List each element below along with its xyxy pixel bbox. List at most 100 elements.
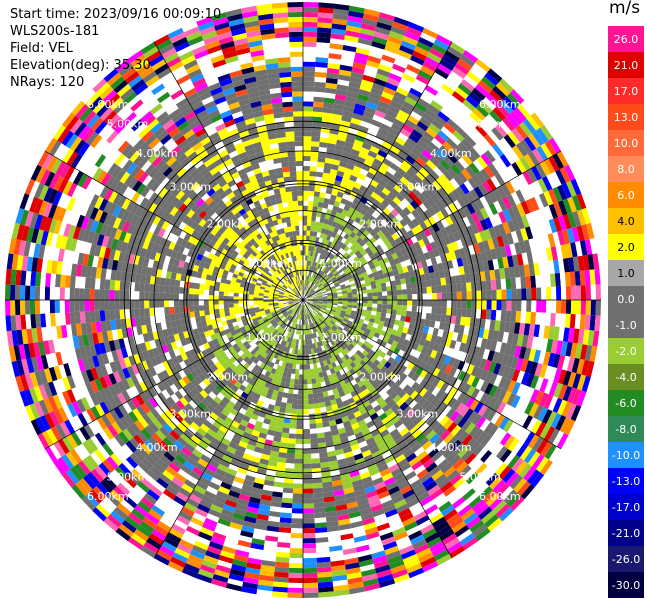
velocity-gate <box>343 487 355 495</box>
velocity-gate <box>346 345 353 352</box>
velocity-gate <box>579 314 586 330</box>
velocity-gate <box>538 324 546 339</box>
velocity-gate <box>351 332 358 338</box>
velocity-gate <box>371 550 386 560</box>
velocity-gate <box>327 316 333 321</box>
velocity-gate <box>364 526 379 536</box>
velocity-gate <box>395 330 403 338</box>
velocity-gate <box>446 307 452 316</box>
velocity-gate <box>84 311 91 323</box>
velocity-gate <box>317 392 324 399</box>
velocity-gate <box>336 386 344 393</box>
velocity-gate <box>451 332 459 342</box>
velocity-gate <box>258 574 274 582</box>
velocity-gate <box>69 287 75 300</box>
velocity-gate <box>285 403 293 409</box>
velocity-gate <box>435 335 443 345</box>
velocity-gate <box>320 381 327 388</box>
velocity-gate <box>134 282 140 292</box>
velocity-gate <box>303 384 308 390</box>
velocity-gate <box>337 513 350 521</box>
velocity-gate <box>365 458 376 467</box>
velocity-gate <box>487 396 498 410</box>
velocity-gate <box>518 322 526 335</box>
velocity-gate <box>203 294 209 300</box>
velocity-gate <box>393 419 404 429</box>
velocity-gate <box>327 300 333 302</box>
velocity-gate <box>374 481 386 491</box>
velocity-gate <box>434 473 447 485</box>
velocity-gate <box>369 446 380 455</box>
velocity-gate <box>310 433 318 439</box>
velocity-gate <box>303 592 319 598</box>
velocity-gate <box>315 308 320 312</box>
velocity-gate <box>353 337 360 344</box>
velocity-gate <box>279 442 288 449</box>
velocity-gate <box>303 547 317 554</box>
velocity-gate <box>305 303 310 309</box>
velocity-gate <box>208 290 215 296</box>
velocity-gate <box>304 304 308 310</box>
velocity-gate <box>338 432 348 440</box>
velocity-gate <box>371 381 380 389</box>
velocity-gate <box>64 312 71 325</box>
velocity-gate <box>304 314 307 320</box>
velocity-gate <box>315 331 320 338</box>
velocity-gate <box>280 507 293 514</box>
velocity-gate <box>357 300 363 304</box>
velocity-gate <box>365 313 372 318</box>
velocity-gate <box>560 341 568 356</box>
velocity-gate <box>287 393 294 399</box>
velocity-gate <box>346 501 359 509</box>
velocity-gate <box>453 477 466 490</box>
velocity-gate <box>233 296 239 300</box>
velocity-gate <box>335 504 348 511</box>
velocity-gate <box>321 471 331 478</box>
velocity-gate <box>282 392 289 399</box>
velocity-gate <box>315 546 330 553</box>
velocity-gate <box>134 300 140 309</box>
velocity-gate <box>444 537 460 550</box>
velocity-gate <box>303 498 314 504</box>
velocity-gate <box>347 506 360 514</box>
velocity-gate <box>336 422 345 430</box>
velocity-gate <box>469 440 481 453</box>
velocity-gate <box>576 390 587 407</box>
velocity-gate <box>422 458 435 469</box>
velocity-gate <box>373 559 389 569</box>
velocity-gate <box>492 500 507 515</box>
velocity-gate <box>476 300 482 310</box>
velocity-gate <box>276 546 291 553</box>
velocity-gate <box>350 310 357 315</box>
velocity-gate <box>402 405 412 415</box>
velocity-gate <box>315 542 329 548</box>
velocity-gate <box>333 323 340 329</box>
velocity-gate <box>409 412 419 422</box>
velocity-gate <box>447 541 463 554</box>
velocity-gate <box>451 400 462 411</box>
velocity-gate <box>377 303 383 309</box>
velocity-gate <box>391 375 400 384</box>
velocity-gate <box>329 378 336 386</box>
velocity-gate <box>89 277 96 290</box>
velocity-gate <box>346 322 352 328</box>
velocity-gate <box>528 348 537 362</box>
velocity-gate <box>300 339 303 345</box>
velocity-gate <box>322 304 328 307</box>
velocity-gate <box>292 343 297 350</box>
velocity-gate <box>374 564 391 574</box>
velocity-gate <box>188 294 194 300</box>
velocity-gate <box>495 445 508 460</box>
velocity-gate <box>327 353 333 359</box>
velocity-gate <box>425 429 437 441</box>
velocity-gate <box>321 339 326 346</box>
velocity-gate <box>371 450 382 459</box>
velocity-gate <box>407 378 416 388</box>
velocity-gate <box>489 496 504 511</box>
velocity-gate <box>303 394 309 400</box>
velocity-gate <box>439 353 447 363</box>
velocity-gate <box>361 323 368 329</box>
velocity-gate <box>463 343 471 354</box>
velocity-gate <box>332 338 338 345</box>
velocity-gate <box>74 300 80 312</box>
